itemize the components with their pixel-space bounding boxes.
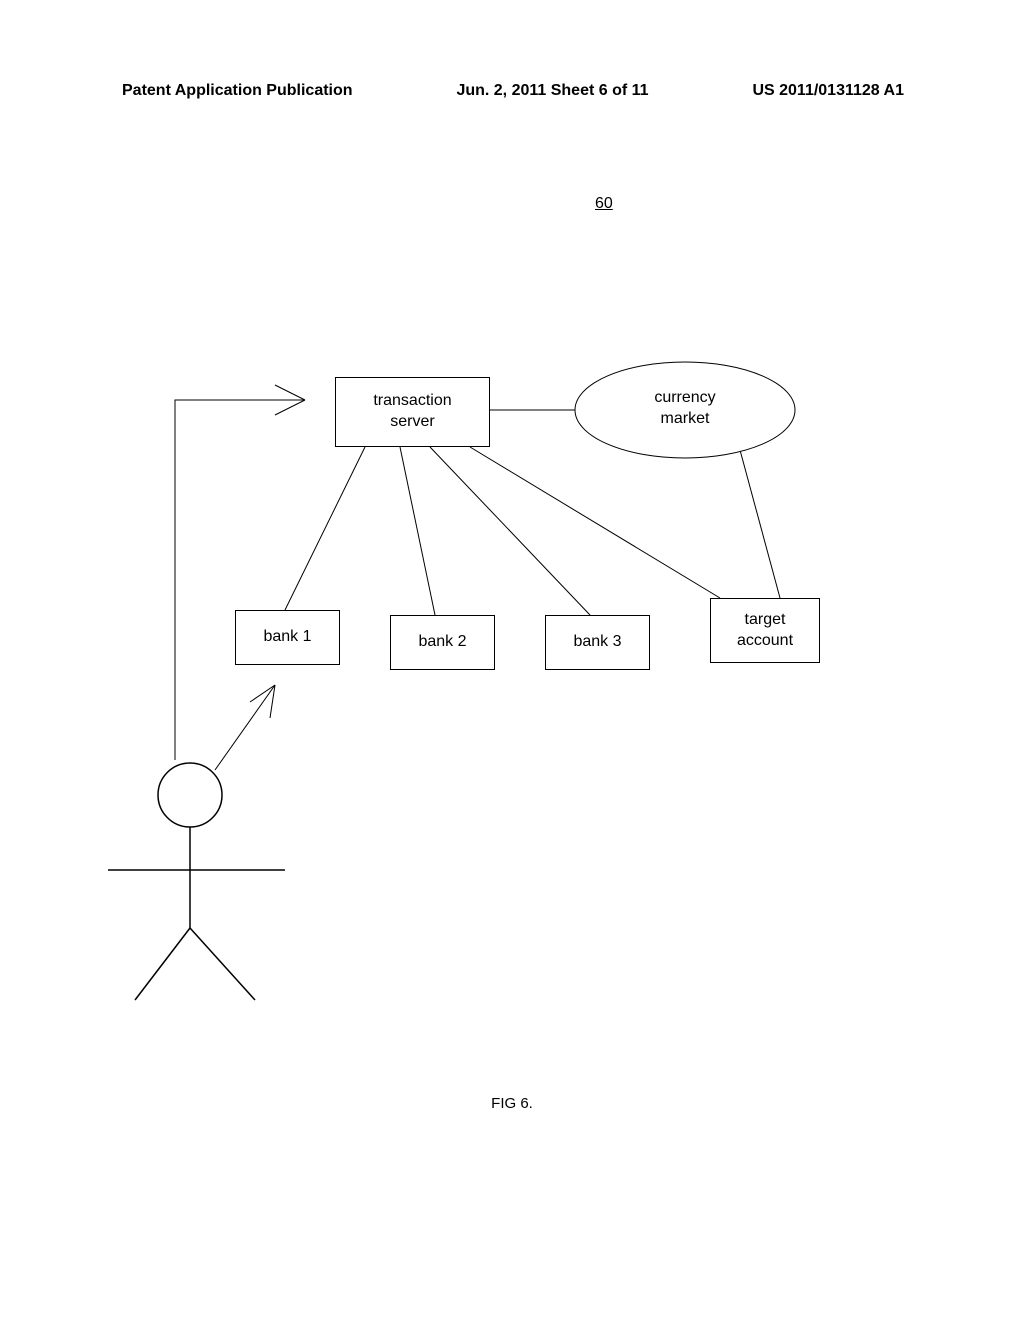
target-account-label-line2: account (737, 631, 793, 652)
arrowhead-actor-server-2 (275, 400, 305, 415)
edge-actor-bank1 (215, 685, 275, 770)
bank-3-label: bank 3 (573, 632, 621, 653)
edge-server-bank2 (400, 447, 435, 615)
node-bank-3: bank 3 (545, 615, 650, 670)
diagram-connectors (100, 340, 920, 1020)
header-publication-type: Patent Application Publication (122, 82, 353, 100)
figure-caption: FIG 6. (0, 1095, 1024, 1112)
node-transaction-server: transaction server (335, 377, 490, 447)
transaction-server-label-line2: server (390, 412, 434, 433)
edge-server-bank1 (285, 447, 365, 610)
currency-market-label-line2: market (575, 409, 795, 430)
arrowhead-actor-bank1-2 (270, 685, 275, 718)
bank-1-label: bank 1 (263, 627, 311, 648)
node-target-account: target account (710, 598, 820, 663)
transaction-server-label-line1: transaction (373, 391, 451, 412)
node-bank-1: bank 1 (235, 610, 340, 665)
arrowhead-actor-bank1-1 (250, 685, 275, 702)
page-header: Patent Application Publication Jun. 2, 2… (0, 82, 1024, 100)
currency-market-label-line1: currency (575, 388, 795, 409)
node-bank-2: bank 2 (390, 615, 495, 670)
bank-2-label: bank 2 (418, 632, 466, 653)
header-publication-number: US 2011/0131128 A1 (752, 82, 904, 100)
header-date-sheet: Jun. 2, 2011 Sheet 6 of 11 (456, 82, 648, 100)
figure-reference-number: 60 (595, 195, 613, 213)
edge-market-target (740, 450, 780, 598)
arrowhead-actor-server-1 (275, 385, 305, 400)
system-diagram: transaction server currency market bank … (100, 340, 920, 990)
actor-icon (108, 763, 285, 1000)
edge-server-bank3 (430, 447, 590, 615)
target-account-label-line1: target (745, 610, 786, 631)
edge-actor-server (175, 400, 305, 760)
edge-server-target (470, 447, 720, 598)
